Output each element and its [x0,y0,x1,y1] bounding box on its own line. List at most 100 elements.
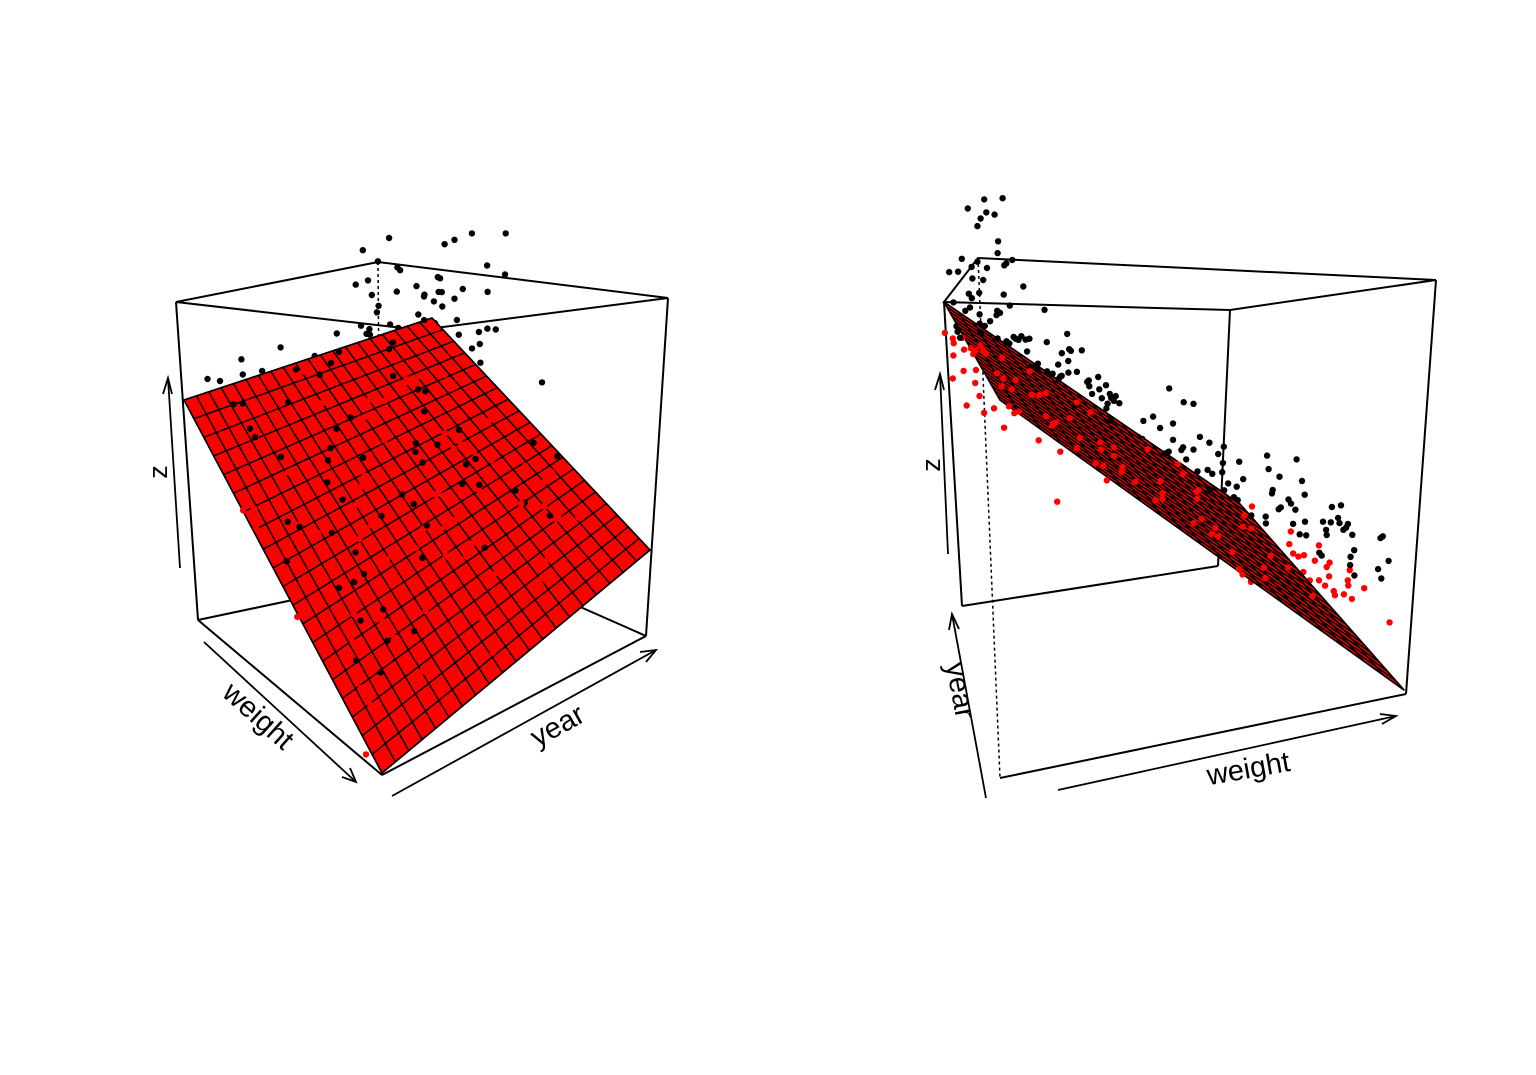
data-point-above-plane [1067,347,1075,354]
data-point-above-plane [1301,491,1308,498]
data-point-above-plane [468,345,476,352]
data-point-below-plane [502,590,509,597]
data-point-above-plane [1334,514,1342,522]
data-point-below-plane [1159,490,1166,497]
data-point-above-plane [439,303,446,310]
data-point-below-plane [1110,444,1118,451]
data-point-below-plane [977,342,984,349]
data-point-above-plane [476,340,483,348]
data-point-below-plane [456,438,463,445]
data-point-above-plane [377,669,384,676]
data-point-above-plane [1374,565,1382,573]
mesh-line-u [319,354,531,651]
data-point-below-plane [1248,503,1256,510]
mesh-line-v [361,526,629,737]
data-point-below-plane [558,508,565,515]
data-point-above-plane [436,275,444,282]
data-point-below-plane [1361,585,1368,592]
data-point-below-plane [221,456,229,463]
data-point-above-plane [333,425,340,432]
data-point-above-plane [1293,456,1300,463]
mesh-line-u [993,389,1389,673]
data-point-below-plane [1103,477,1111,484]
data-point-above-plane [441,241,448,248]
mesh-line-v [282,433,542,588]
data-point-above-plane [1351,547,1358,554]
data-point-above-plane [1034,360,1042,367]
data-point-above-plane [366,325,373,333]
data-point-below-plane [488,457,495,464]
data-point-above-plane [1078,347,1086,354]
data-point-below-plane [541,503,548,510]
data-point-above-plane [252,434,259,441]
data-point-above-plane [335,348,343,356]
data-point-above-plane [1301,518,1309,525]
data-point-above-plane [1323,531,1330,539]
data-point-above-plane [339,496,346,503]
data-point-above-plane [412,439,420,447]
data-point-below-plane [1026,368,1034,375]
data-point-below-plane [366,451,373,459]
data-point-below-plane [403,387,410,394]
data-point-above-plane [459,480,466,487]
mesh-line-v [302,456,564,625]
data-point-below-plane [1066,415,1074,422]
data-point-above-plane [501,271,509,278]
data-point-below-plane [495,413,503,420]
data-point-above-plane [1055,375,1063,382]
data-point-above-plane [1043,368,1051,375]
data-point-above-plane [1088,390,1096,398]
data-point-above-plane [950,299,957,306]
data-point-below-plane [356,535,363,542]
data-point-above-plane [410,627,418,635]
data-point-above-plane [324,457,332,464]
year-axis-arrow [948,611,987,799]
data-point-above-plane [1104,400,1111,407]
data-point-below-plane [300,368,307,375]
data-point-above-plane [1219,469,1226,476]
data-point-above-plane [1236,458,1243,465]
data-point-below-plane [459,682,466,689]
data-point-above-plane [1342,524,1350,531]
data-point-above-plane [420,316,428,324]
data-point-below-plane [1321,582,1329,589]
data-point-above-plane [954,268,962,275]
data-point-above-plane [946,268,953,276]
data-point-above-plane [1328,503,1336,511]
data-point-above-plane [1319,518,1327,525]
data-point-below-plane [450,445,458,452]
data-point-above-plane [375,302,382,309]
plot-panel-right: z year weight [916,195,1437,799]
data-point-above-plane [284,518,291,525]
data-point-above-plane [1220,443,1228,450]
data-point-above-plane [1336,519,1343,527]
data-point-above-plane [1248,512,1255,519]
data-point-above-plane [1001,262,1008,269]
z-axis-label: z [916,458,946,472]
data-point-above-plane [530,439,537,446]
data-point-above-plane [335,584,343,591]
data-point-below-plane [331,477,338,485]
data-point-below-plane [976,392,983,400]
z-axis-arrow [934,370,949,555]
data-point-above-plane [1116,400,1123,407]
data-point-below-plane [350,611,358,618]
data-point-above-plane [324,479,331,486]
mesh-line-v [332,491,596,681]
data-point-below-plane [270,438,277,445]
data-point-above-plane [292,366,300,373]
data-point-above-plane [1095,373,1102,381]
data-point-above-plane [999,195,1006,202]
data-point-above-plane [438,288,445,296]
data-point-below-plane [320,414,328,421]
data-point-below-plane [993,370,1000,377]
data-point-above-plane [1026,335,1033,342]
data-point-below-plane [483,470,490,477]
data-point-below-plane [1011,410,1018,417]
data-point-below-plane [359,478,367,485]
data-point-below-plane [477,488,484,495]
data-point-above-plane [1009,256,1016,264]
data-point-below-plane [1241,512,1248,519]
data-point-above-plane [1263,452,1271,459]
mesh-line-v [1224,493,1385,676]
